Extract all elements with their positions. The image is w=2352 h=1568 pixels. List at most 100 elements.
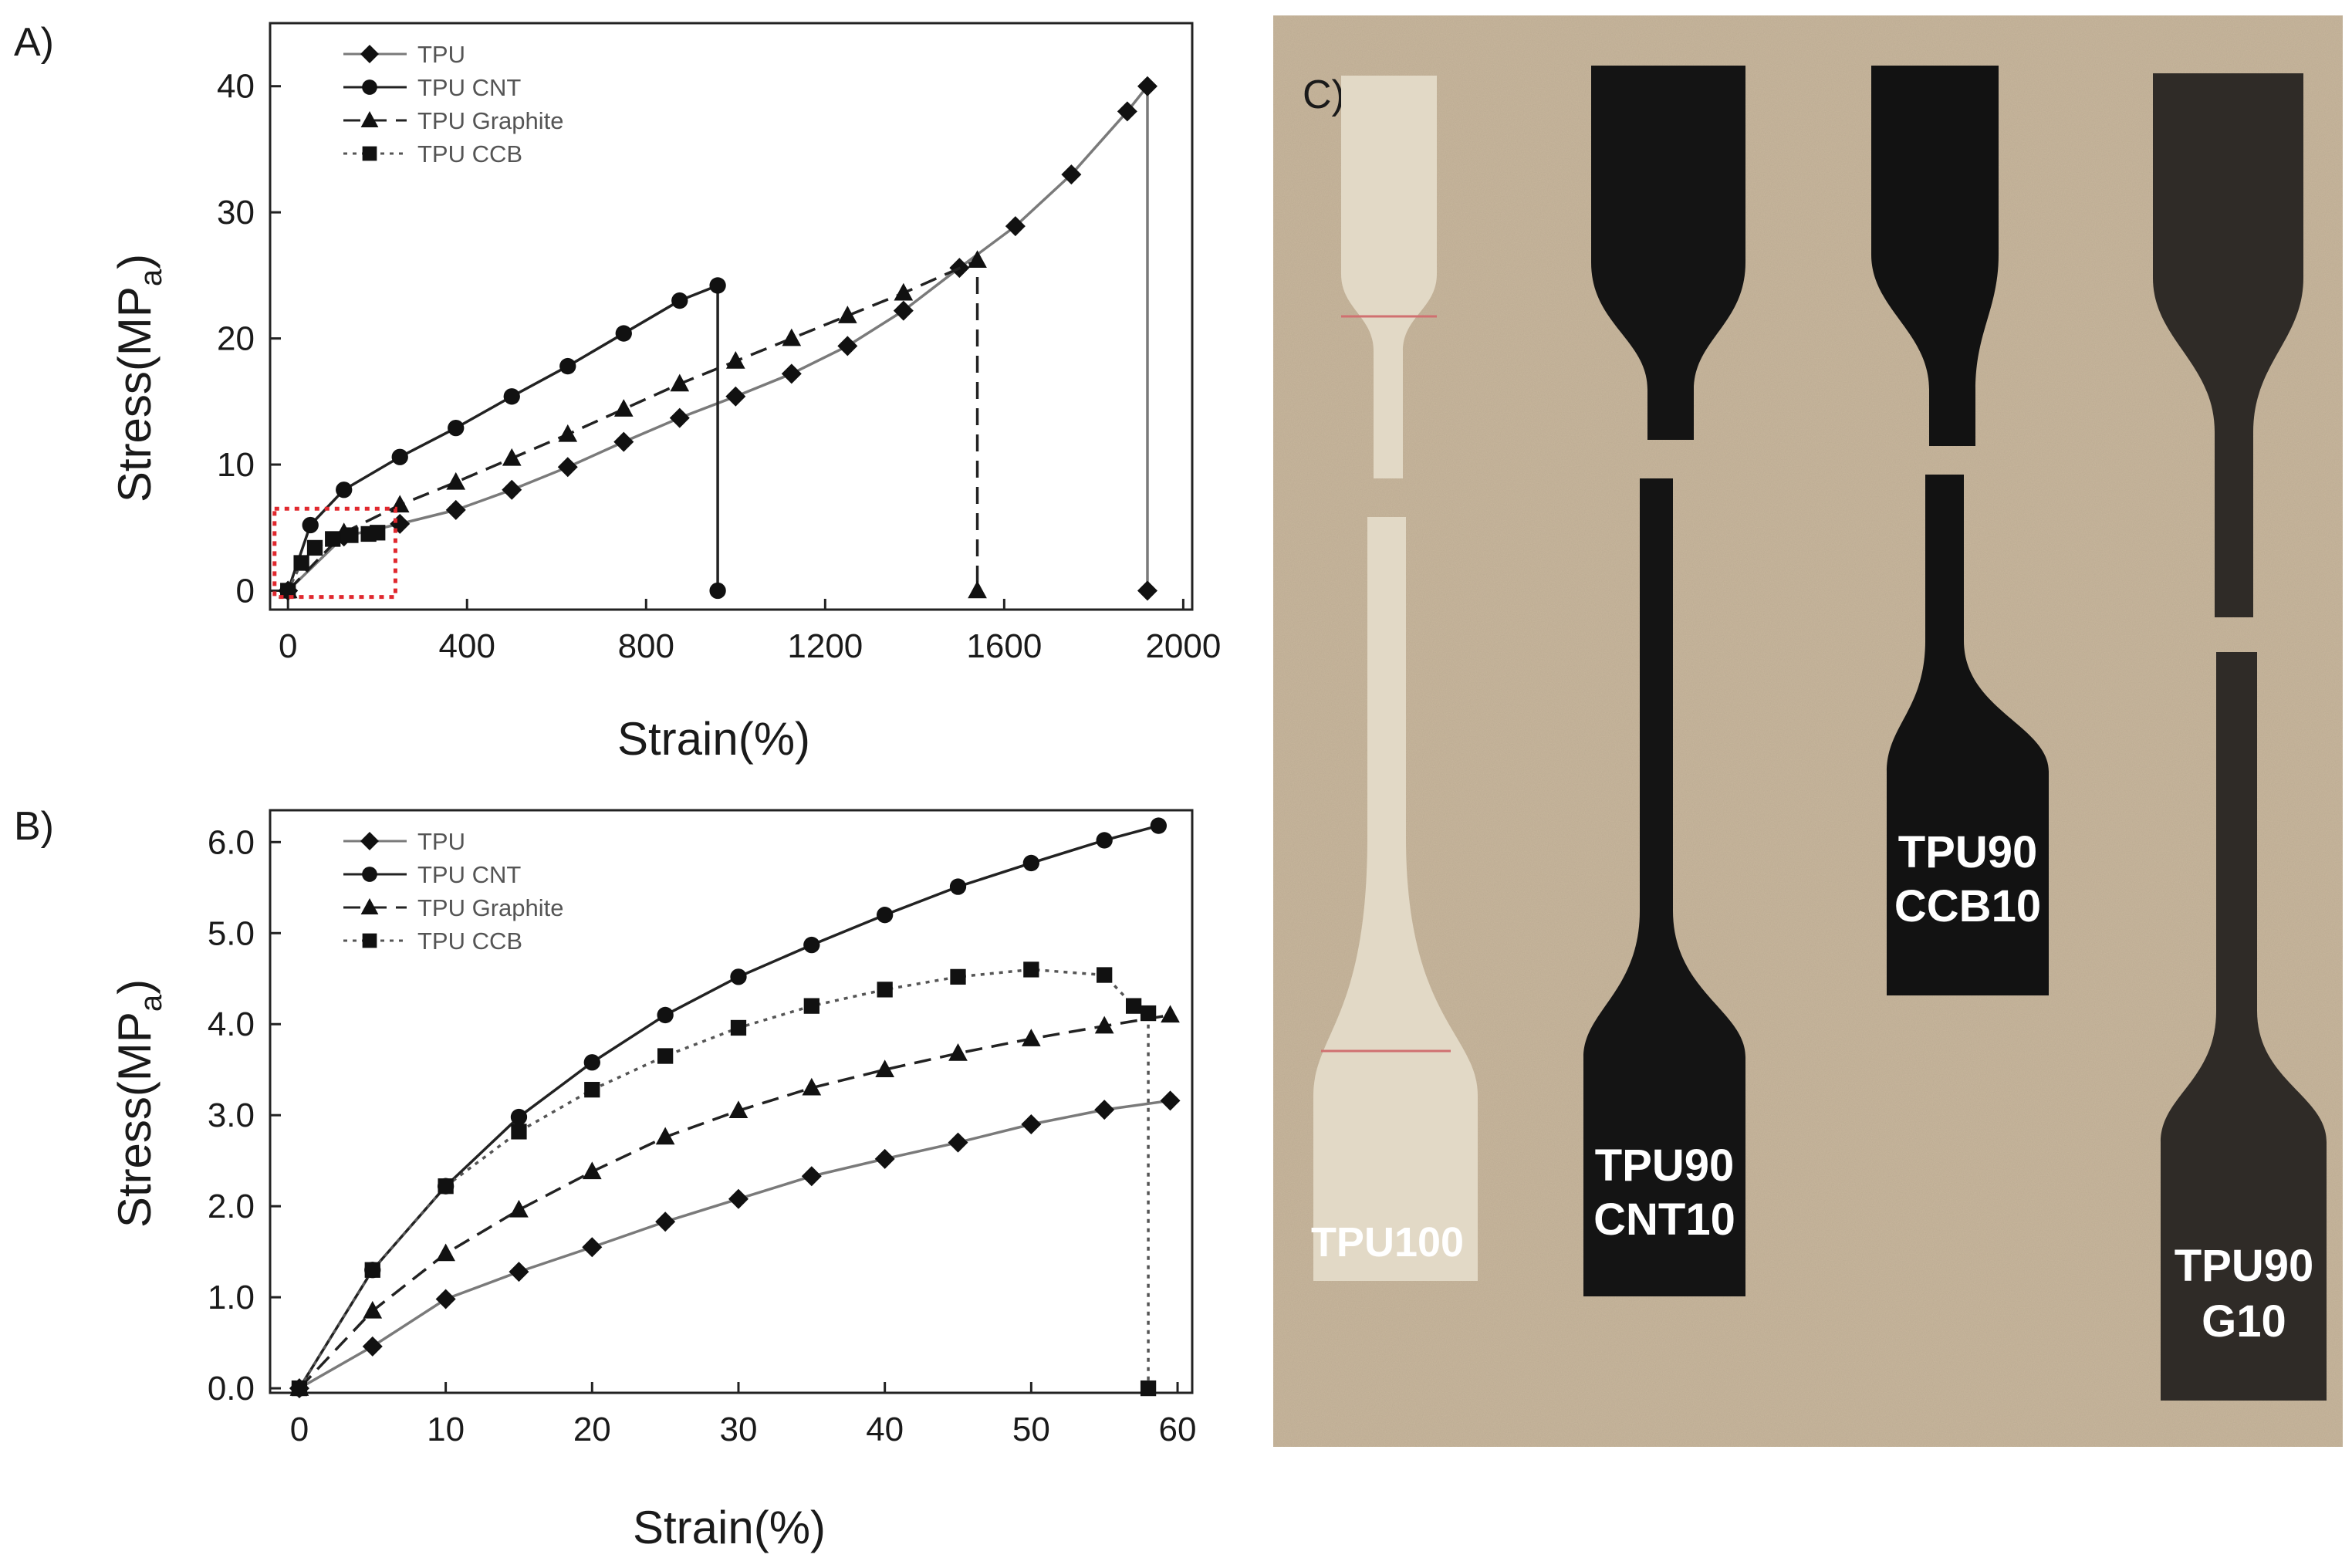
data-point-tpu [1021,1113,1042,1134]
data-point-tpu-ccb [877,982,893,998]
data-point-tpu-graphite [728,1100,749,1119]
inset-zoom-rect [272,506,397,600]
x-tick-label: 0 [290,1411,309,1448]
y-tick-label: 0.0 [208,1370,255,1407]
legend-marker-tpu-cnt [362,79,377,95]
data-point-tpu [390,513,411,534]
y-tick-label: 10 [217,446,255,484]
data-point-tpu-graphite [725,351,745,369]
data-point-tpu-ccb [1140,1005,1157,1022]
data-point-tpu-cnt [803,936,820,954]
axis-ticks-b: 0 10 20 30 40 50 60 0.0 1.0 2.0 3.0 4.0 5.0 6.0 [208,823,1197,1448]
data-point-tpu-cnt [709,277,726,294]
legend-marker-tpu-graphite [360,898,379,914]
data-point-tpu-ccb [1097,967,1113,983]
specimen-ccb10-label-line2: CCB10 [1894,881,2041,931]
data-point-tpu-ccb [950,968,966,985]
legend-marker-tpu-cnt [362,867,377,882]
data-point-tpu-graphite [968,250,987,269]
data-point-tpu-graphite [613,399,634,417]
data-point-tpu-ccb [657,1048,674,1064]
legend-label-tpu: TPU [417,41,465,68]
data-point-tpu [582,1237,603,1258]
data-point-tpu-graphite [558,424,578,442]
series-tpu-cnt [279,277,726,600]
x-tick-label: 400 [439,627,495,665]
x-axis-title-b: Strain(%) [633,1502,826,1553]
data-point-tpu-cnt [302,516,319,534]
data-point-tpu [781,363,802,384]
data-point-tpu-cnt [1096,832,1113,849]
data-point-tpu [655,1211,676,1232]
data-point-tpu-ccb [438,1178,454,1195]
data-point-tpu [874,1148,895,1169]
data-point-tpu [725,386,746,407]
data-point-tpu [1137,580,1157,601]
data-point-tpu-graphite [436,1243,455,1262]
specimen-cnt10-upper [1591,66,1745,440]
data-point-tpu-graphite [875,1059,895,1077]
data-point-tpu-graphite [782,328,802,346]
chart-panel-a: A) 0 400 800 1200 1600 2000 0 10 20 30 40 TPU TPU C… [14,20,1221,765]
data-point-tpu [362,1336,383,1357]
data-point-tpu-graphite [1094,1015,1114,1034]
series-tpu [289,1090,1181,1399]
specimen-photo: C) TPU100 TPU90 CNT10 TPU90 CCB10 T [1273,15,2343,1447]
data-point-tpu-graphite [390,495,410,513]
data-point-tpu-cnt [949,878,967,895]
data-point-tpu [1137,76,1157,96]
data-point-tpu-graphite [655,1127,675,1145]
y-tick-label: 20 [217,320,255,358]
data-point-tpu-cnt [559,357,576,375]
legend-label-tpu-cnt: TPU CNT [417,861,521,888]
chart-panel-b: B) 0 10 20 30 40 50 60 0.0 1.0 2.0 3.0 4.0 5.0 6.0 TP… [14,804,1197,1553]
data-point-tpu [1005,216,1026,237]
data-point-tpu [435,1289,456,1309]
data-point-tpu-ccb [1140,1380,1157,1397]
data-point-tpu-ccb [511,1124,527,1140]
plot-frame-a [269,22,1194,611]
x-tick-label: 20 [573,1411,611,1448]
data-point-tpu-graphite [582,1161,602,1180]
specimen-g10-lower [2161,652,2327,1401]
data-point-tpu-ccb [370,525,386,541]
data-point-tpu [1061,164,1082,185]
data-point-tpu-graphite [802,1077,822,1096]
panel-label-b: B) [14,804,54,849]
specimen-cnt10-label-line1: TPU90 [1595,1141,1735,1191]
x-tick-label: 0 [279,627,297,665]
data-point-tpu-graphite [363,1300,383,1319]
y-tick-label: 4.0 [208,1005,255,1043]
legend-marker-tpu [360,832,379,850]
legend-a: TPU TPU CNT TPU Graphite TPU CCB [343,41,564,167]
data-point-tpu-ccb [1125,998,1142,1014]
data-point-tpu-cnt [1150,817,1168,834]
x-tick-label: 30 [720,1411,758,1448]
data-point-tpu-graphite [1021,1029,1041,1046]
data-point-tpu-cnt [391,448,408,465]
legend-marker-tpu-ccb [362,146,377,161]
data-point-tpu [801,1166,822,1187]
data-point-tpu [728,1188,749,1209]
data-point-tpu-graphite [502,448,522,466]
legend-label-tpu-cnt: TPU CNT [417,74,521,101]
x-tick-label: 1200 [787,627,863,665]
y-tick-label: 40 [217,68,255,106]
data-point-tpu-ccb [730,1019,747,1036]
data-point-tpu-cnt [877,907,894,924]
data-point-tpu [445,499,466,520]
series-line-tpu-ccb [298,968,1150,1390]
legend-marker-tpu-graphite [360,111,379,127]
legend-marker-tpu [360,45,379,63]
specimen-g10-label-line1: TPU90 [2175,1241,2314,1291]
series-tpu-ccb [291,961,1157,1397]
plot-frame-b [269,809,1194,1394]
specimen-tpu90-ccb10: TPU90 CCB10 [1871,66,2049,995]
data-point-tpu-cnt [1022,854,1040,872]
data-point-tpu-ccb [343,527,359,543]
x-tick-label: 40 [866,1411,904,1448]
y-tick-label: 5.0 [208,914,255,952]
data-point-tpu-ccb [291,1380,308,1397]
data-point-tpu [502,479,522,500]
